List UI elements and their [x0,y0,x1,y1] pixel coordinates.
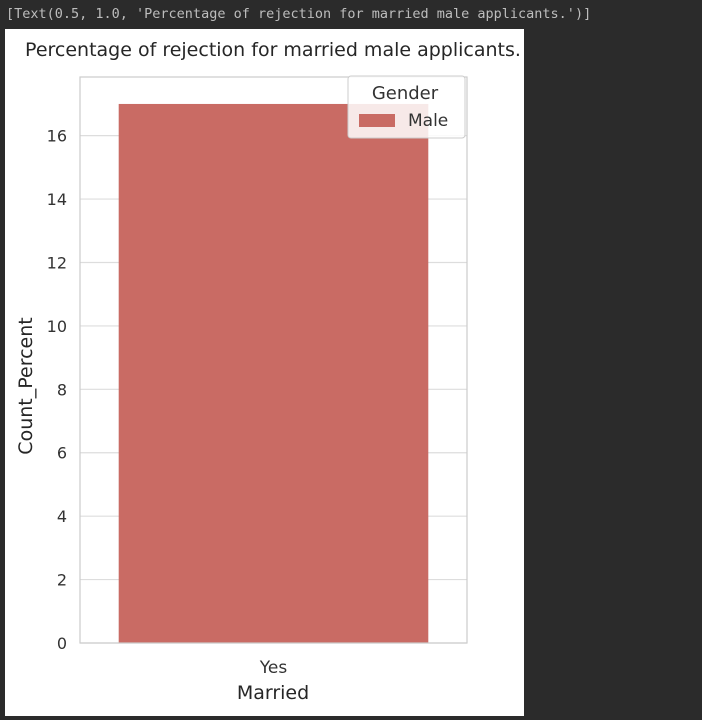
x-tick-label: Yes [259,658,288,678]
y-tick-label: 16 [47,127,67,146]
x-axis-label: Married [237,682,309,704]
y-tick-label: 12 [47,253,67,272]
legend: Gender Male [347,75,466,139]
y-tick-label: 2 [57,571,67,590]
chart-figure: 0 2 4 6 8 10 12 14 16 Yes Percentage of rejectio… [5,29,524,716]
legend-label-male: Male [408,111,448,131]
axes-frame [79,76,468,644]
bar-chart: 0 2 4 6 8 10 12 14 16 Yes Percentage of rejectio… [15,39,521,704]
y-tick-label: 4 [57,507,67,526]
legend-swatch-male [359,114,395,127]
chart-title: Percentage of rejection for married male… [25,39,521,61]
y-axis-label: Count_Percent [15,317,37,454]
legend-title: Gender [372,83,439,104]
y-tick-labels: 0 2 4 6 8 10 12 14 16 [47,127,67,653]
y-tick-label: 6 [57,444,67,463]
y-tick-label: 10 [47,317,67,336]
x-tick-labels: Yes [259,658,288,678]
bar-male-yes [118,103,429,643]
bars [118,103,429,643]
y-tick-label: 0 [57,634,67,653]
cell-output-text: [Text(0.5, 1.0, 'Percentage of rejection… [6,6,592,22]
y-tick-label: 14 [47,190,67,209]
y-tick-label: 8 [57,380,67,399]
